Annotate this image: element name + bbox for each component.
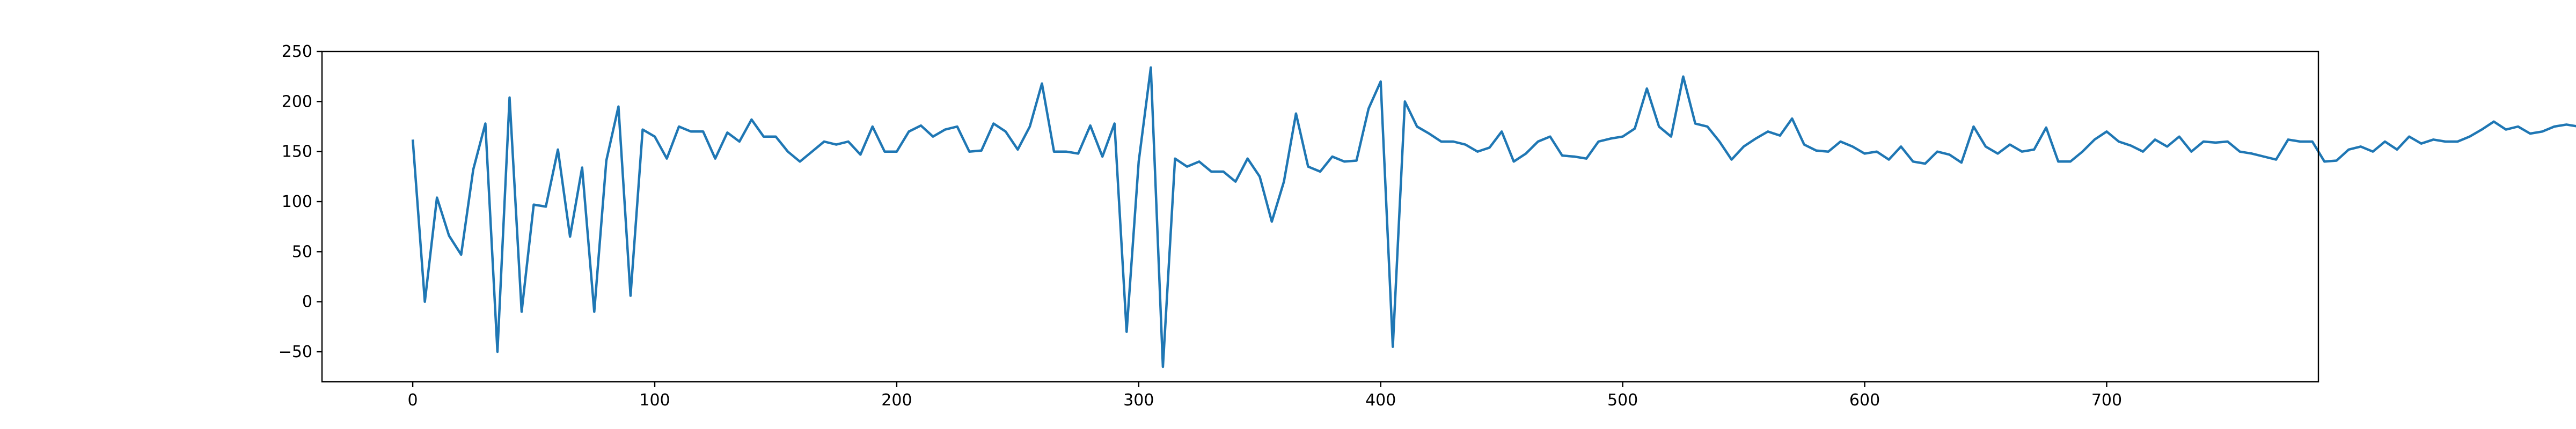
y-tick-label: 50 xyxy=(292,242,312,261)
x-axis: 0 100 200 300 400 500 600 700 xyxy=(408,382,2122,410)
y-tick-label: 150 xyxy=(282,143,312,161)
x-tick-label: 400 xyxy=(1365,391,1396,410)
series-line xyxy=(411,66,2576,368)
y-tick-label: 250 xyxy=(282,42,312,61)
x-tick-label: 300 xyxy=(1123,391,1154,410)
axes-frame xyxy=(321,50,2319,383)
x-tick-label: 500 xyxy=(1607,391,1638,410)
x-tick-label: 200 xyxy=(881,391,912,410)
y-tick-label: −50 xyxy=(279,343,312,361)
y-tick-label: 100 xyxy=(282,193,312,211)
y-tick-label: 0 xyxy=(302,293,312,312)
x-tick-label: 100 xyxy=(639,391,670,410)
x-tick-label: 700 xyxy=(2091,391,2122,410)
plot-area xyxy=(411,66,2576,368)
x-tick-label: 600 xyxy=(1849,391,1880,410)
y-axis: −50 0 50 100 150 200 250 xyxy=(279,42,322,361)
y-tick-label: 200 xyxy=(282,92,312,111)
x-tick-label: 0 xyxy=(408,391,418,410)
